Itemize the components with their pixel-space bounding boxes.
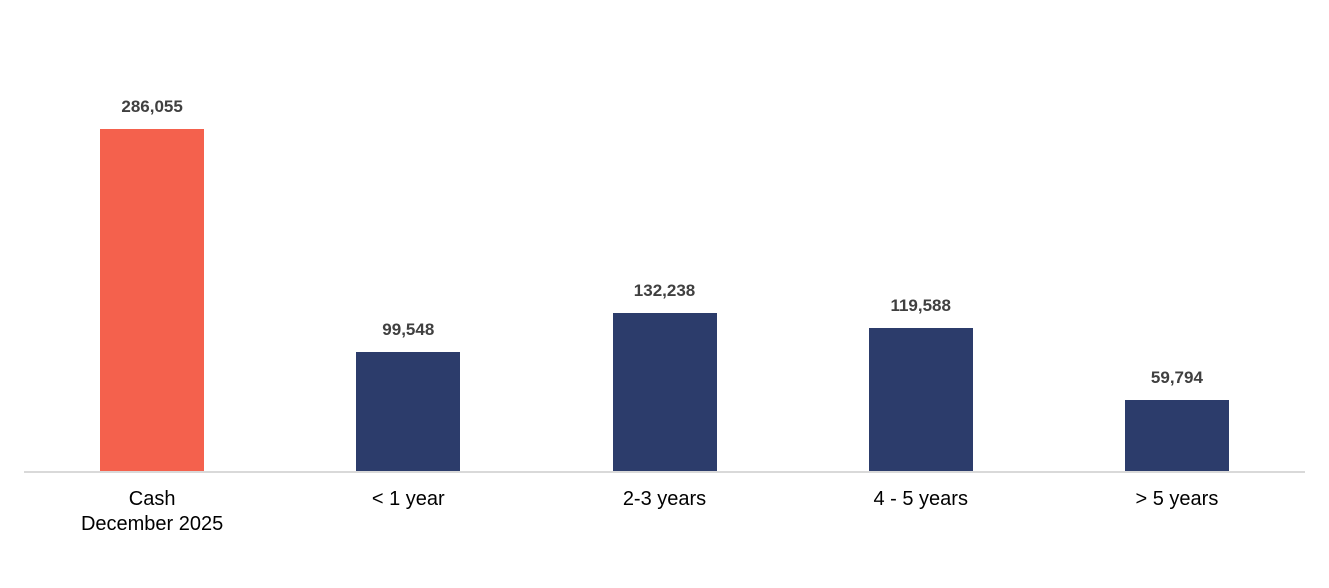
bar-group: 286,055 bbox=[24, 0, 280, 471]
bar-value-label: 286,055 bbox=[121, 97, 183, 116]
x-axis-line bbox=[24, 471, 1305, 473]
bar-2-3-years bbox=[612, 313, 717, 471]
category-label: Cash December 2025 bbox=[80, 488, 224, 535]
bar-value-label: 132,238 bbox=[633, 281, 696, 300]
bar-group: 132,238 bbox=[536, 0, 792, 471]
bar-group: 119,588 bbox=[793, 0, 1049, 471]
plot-area: 286,055 99,548 132,238 119,588 59,794 bbox=[24, 0, 1305, 471]
category-label: > 5 years bbox=[1135, 488, 1219, 510]
bar-value-label: 59,794 bbox=[1150, 368, 1203, 387]
bar-value-label: 99,548 bbox=[382, 320, 435, 339]
bar-cash-december-2025 bbox=[100, 129, 205, 471]
bar-group: 59,794 bbox=[1049, 0, 1305, 471]
bar-value-label: 119,588 bbox=[890, 296, 951, 315]
bar-gt-5-years bbox=[1124, 400, 1229, 471]
bar-4-5-years bbox=[868, 328, 973, 471]
bar-group: 99,548 bbox=[280, 0, 536, 471]
bar-lt-1-year bbox=[356, 352, 461, 471]
category-label: 4 - 5 years bbox=[873, 488, 968, 510]
category-label: < 1 year bbox=[371, 488, 445, 510]
category-label: 2-3 years bbox=[622, 488, 707, 510]
category-axis: Cash December 2025 < 1 year 2-3 years 4 - 5… bbox=[24, 487, 1305, 537]
